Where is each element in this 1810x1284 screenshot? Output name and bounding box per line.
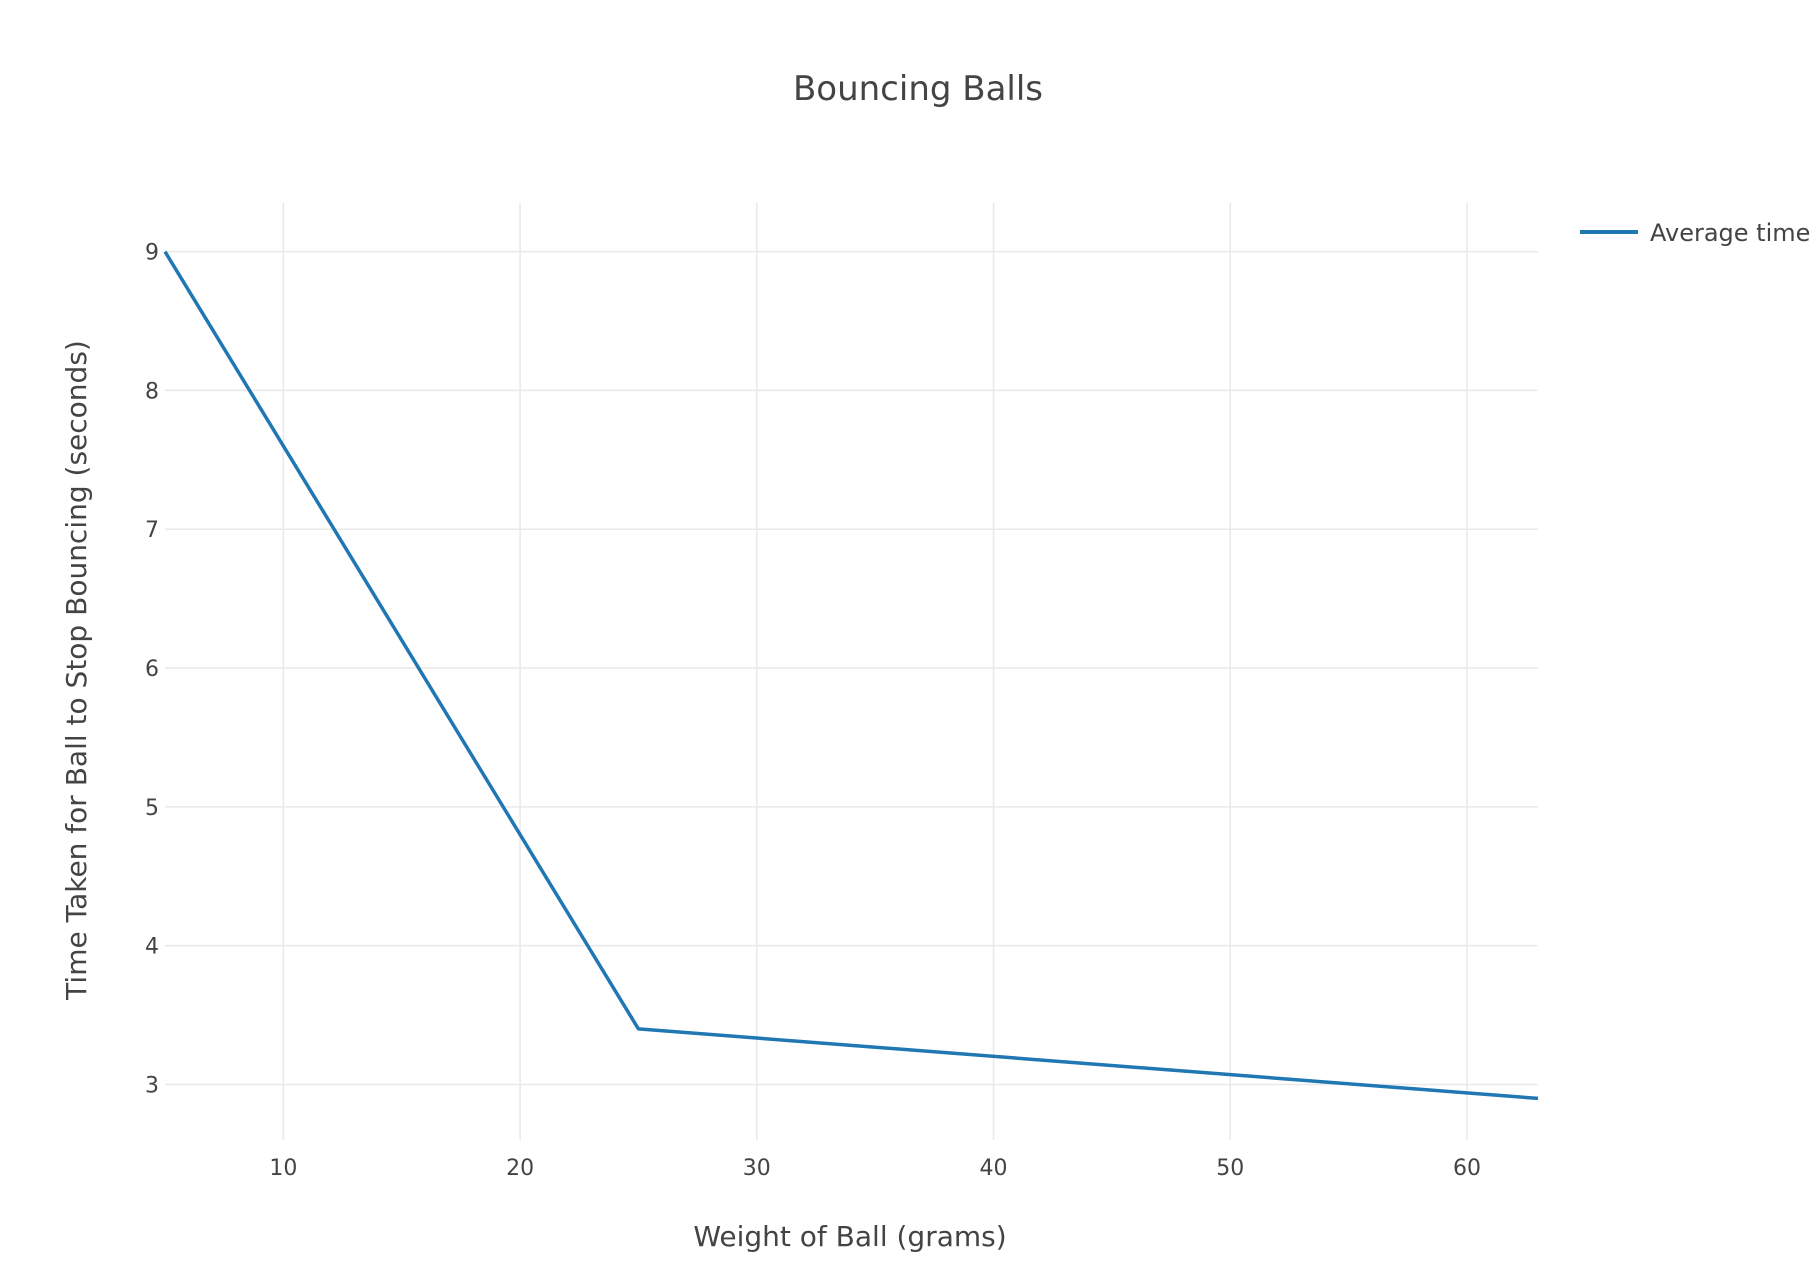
series-line-0 bbox=[163, 250, 1539, 1101]
y-tick-label-3: 3 bbox=[145, 1073, 159, 1098]
x-tick-label-20: 20 bbox=[506, 1156, 534, 1181]
y-tick-labels: 3 4 5 6 7 8 9 bbox=[145, 241, 159, 1099]
y-tick-label-5: 5 bbox=[145, 796, 159, 821]
y-tick-label-4: 4 bbox=[145, 935, 159, 960]
x-tick-labels: 10 20 30 40 50 60 bbox=[269, 1156, 1481, 1181]
x-axis-title: Weight of Ball (grams) bbox=[693, 1220, 1006, 1253]
y-tick-label-6: 6 bbox=[145, 657, 159, 682]
x-tick-label-60: 60 bbox=[1453, 1156, 1481, 1181]
x-tick-label-40: 40 bbox=[980, 1156, 1008, 1181]
series-layer bbox=[163, 250, 1539, 1101]
y-tick-label-9: 9 bbox=[145, 241, 159, 266]
legend-label-average-time: Average time bbox=[1650, 219, 1810, 247]
y-tick-label-7: 7 bbox=[145, 518, 159, 543]
x-tick-label-10: 10 bbox=[269, 1156, 297, 1181]
legend: Average time bbox=[1580, 219, 1810, 247]
y-gridlines bbox=[165, 250, 1538, 1086]
x-tick-label-50: 50 bbox=[1216, 1156, 1244, 1181]
y-tick-label-8: 8 bbox=[145, 379, 159, 404]
x-tick-label-30: 30 bbox=[743, 1156, 771, 1181]
y-axis-title: Time Taken for Ball to Stop Bouncing (se… bbox=[60, 340, 93, 1001]
x-gridlines bbox=[282, 203, 1468, 1140]
chart-title: Bouncing Balls bbox=[793, 69, 1043, 109]
